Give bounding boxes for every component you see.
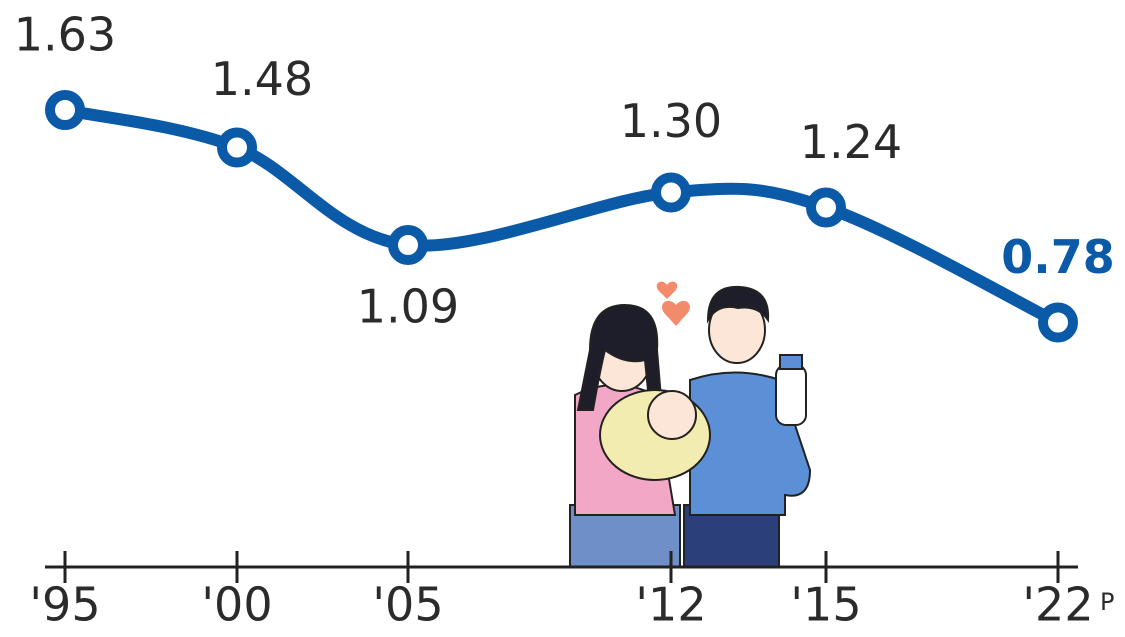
value-label: 1.30: [620, 94, 722, 148]
line: [59, 104, 1064, 329]
marker: [651, 172, 691, 213]
family-illustration: [569, 281, 812, 568]
x-tick-label: '12: [635, 578, 706, 632]
x-tick-label: '95: [29, 578, 100, 632]
value-label: 1.48: [211, 52, 313, 106]
marker: [806, 187, 846, 228]
value-label: 0.78: [1001, 230, 1115, 284]
x-tick-label: '00: [201, 578, 272, 632]
x-tick-label: '15: [790, 578, 861, 632]
annotation: P: [1100, 588, 1114, 616]
marker: [1038, 302, 1078, 343]
marker: [217, 127, 257, 168]
marker: [388, 225, 428, 265]
value-label: 1.09: [357, 280, 459, 334]
value-label: 1.63: [14, 8, 116, 62]
x-tick-label: '05: [372, 578, 443, 632]
value-label: 1.24: [800, 115, 902, 169]
marker: [45, 90, 85, 130]
x-tick-label: '22: [1022, 578, 1093, 632]
